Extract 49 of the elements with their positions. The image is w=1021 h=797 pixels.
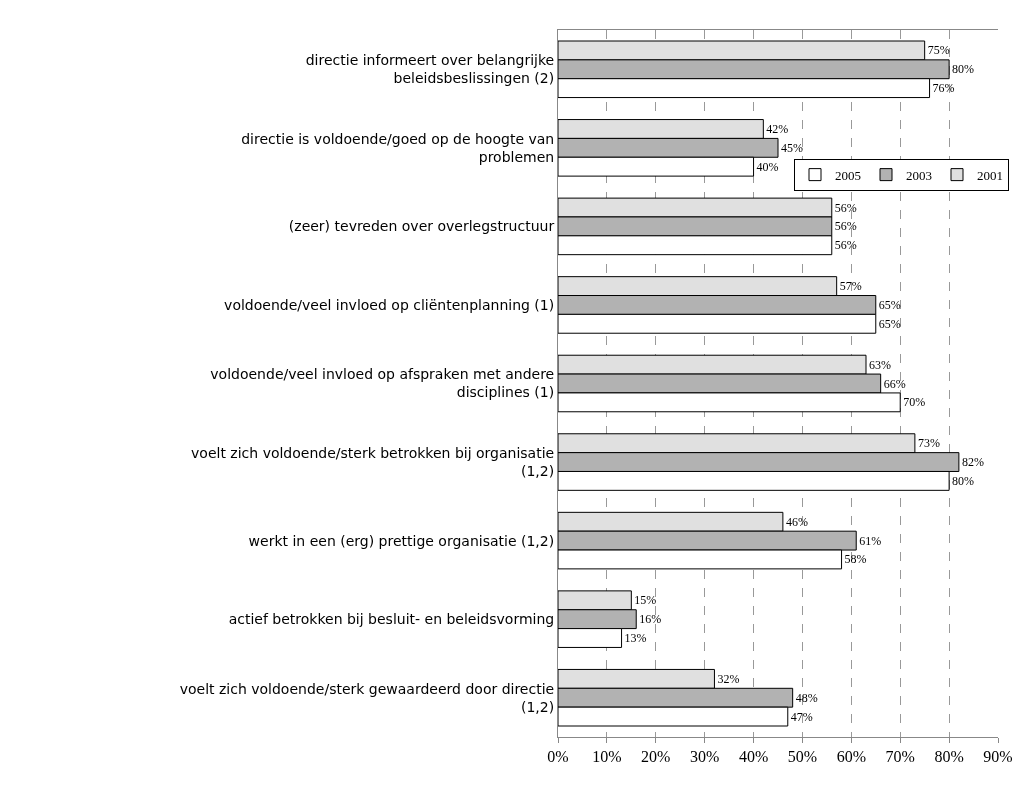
x-tick-label: 60% [836,748,866,766]
y-tick-label: voldoende/veel invloed op cliëntenplanning (1) [224,296,555,313]
data-label: 45% [781,140,803,155]
data-label: 61% [859,533,882,548]
y-tick-label: voelt zich voldoende/sterk betrokken bij organisatie (1,2) [191,444,555,480]
data-label: 76% [932,81,955,96]
x-tick-label: 0% [547,748,569,766]
data-label: 40% [756,159,779,174]
legend-label: 2003 [906,167,932,183]
data-label: 13% [624,631,647,646]
x-tick-label: 30% [690,748,720,766]
legend-label: 2005 [835,167,861,183]
y-tick-label: directie informeert over belangrijke beleidsbeslissingen (2) [305,52,555,87]
data-label: 80% [952,62,975,77]
x-tick-label: 40% [738,748,769,766]
data-label: 56% [834,238,857,253]
data-label: 56% [834,200,857,215]
y-tick-label: voelt zich voldoende/sterk gewaardeerd door directie (1,2) [179,680,555,715]
data-label: 16% [639,612,662,627]
legend-label: 2001 [977,167,1003,183]
y-tick-label: directie is voldoende/goed op de hoogte van problemen [241,130,555,165]
data-label: 65% [878,297,901,312]
data-label: 15% [634,593,657,608]
data-label: 46% [785,514,808,529]
data-label: 58% [844,552,867,567]
x-tick-label: 70% [885,748,915,766]
x-tick-label: 20% [641,748,671,766]
data-label: 47% [790,709,813,724]
data-label: 42% [766,121,789,136]
data-label: 82% [961,455,984,470]
y-tick-label: actief betrokken bij besluit- en beleidsvorming [228,611,555,628]
data-label: 57% [839,279,862,294]
data-label: 32% [717,671,740,686]
data-label: 73% [917,436,940,451]
x-tick-label: 50% [787,748,818,766]
x-tick-label: 10% [592,748,622,766]
y-tick-label: werkt in een (erg) prettige organisatie (1,2) [248,532,555,549]
data-label: 75% [927,43,950,58]
data-label: 66% [883,376,906,391]
data-label: 63% [869,357,891,372]
x-tick-label: 80% [934,748,964,766]
y-tick-label: (zeer) tevreden over overlegstructuur [288,218,555,235]
data-label: 48% [795,690,818,705]
data-label: 80% [952,473,975,488]
y-tick-label: voldoende/veel invloed op afspraken met andere disciplines (1) [210,366,555,401]
data-label: 70% [903,395,926,410]
x-tick-label: 90% [983,748,1013,766]
data-label: 65% [878,316,901,331]
data-label: 56% [834,219,857,234]
